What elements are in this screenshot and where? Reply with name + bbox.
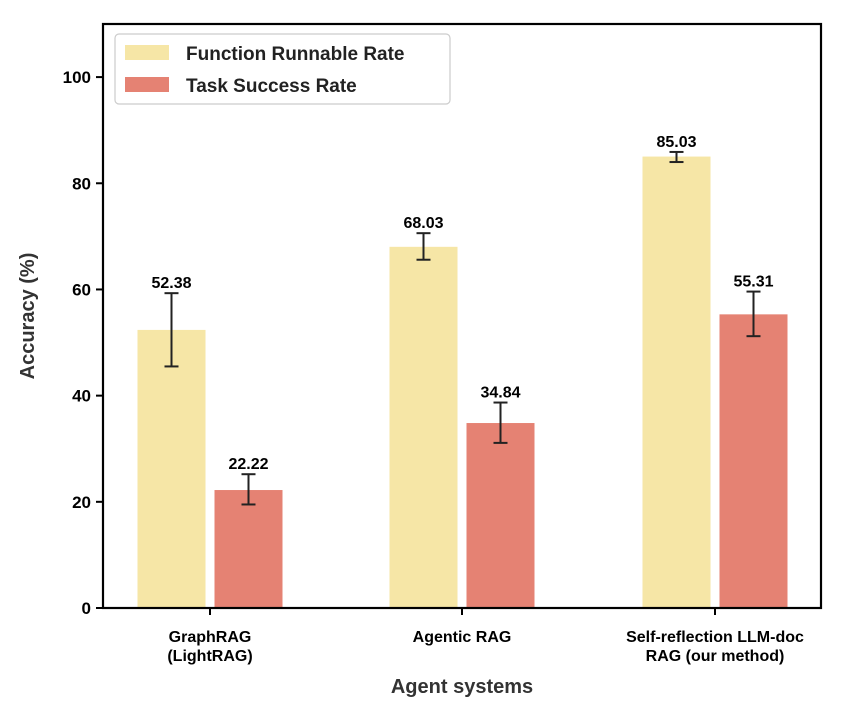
bar-function-runnable-rate-1	[137, 329, 206, 608]
data-label-task-success-rate-1: 22.22	[228, 456, 268, 473]
bars-layer	[137, 156, 788, 608]
bar-function-runnable-rate-3	[642, 156, 711, 608]
data-labels-layer: 52.38 68.03 85.03 22.22 34.84 55.31	[151, 134, 773, 473]
legend-box	[114, 33, 451, 105]
bar-task-success-rate-3	[719, 314, 788, 608]
legend-swatch-function-runnable-rate	[125, 45, 169, 60]
y-tick-label-40: 40	[72, 387, 91, 406]
y-tick-label-100: 100	[63, 68, 91, 87]
data-label-function-runnable-rate-2: 68.03	[403, 215, 443, 232]
x-tick-label-1-line-1: GraphRAG	[169, 629, 252, 646]
x-axis-ticks: GraphRAG (LightRAG) Agentic RAG Self-reflec…	[167, 608, 804, 665]
y-tick-label-20: 20	[72, 493, 91, 512]
data-label-task-success-rate-2: 34.84	[480, 385, 520, 402]
data-label-task-success-rate-3: 55.31	[733, 274, 773, 291]
x-tick-label-3-line-2: RAG (our method)	[646, 648, 785, 665]
x-tick-label-1-line-2: (LightRAG)	[167, 648, 252, 665]
bar-function-runnable-rate-2	[389, 246, 458, 608]
legend-swatch-task-success-rate	[125, 77, 169, 92]
data-label-function-runnable-rate-3: 85.03	[656, 134, 696, 151]
x-tick-label-3-line-1: Self-reflection LLM-doc	[626, 629, 804, 646]
y-tick-label-80: 80	[72, 174, 91, 193]
legend-label-task-success-rate: Task Success Rate	[186, 76, 357, 97]
y-tick-label-60: 60	[72, 280, 91, 299]
y-axis-ticks: 0 20 40 60 80 100	[63, 68, 103, 618]
bar-task-success-rate-1	[214, 490, 283, 608]
y-tick-label-0: 0	[82, 599, 91, 618]
legend: Function Runnable Rate Task Success Rate	[114, 33, 451, 105]
bar-task-success-rate-2	[466, 423, 535, 608]
x-tick-label-2-line-1: Agentic RAG	[413, 629, 512, 646]
legend-label-function-runnable-rate: Function Runnable Rate	[186, 44, 405, 65]
error-bars-layer	[164, 150, 761, 506]
x-axis-title: Agent systems	[391, 676, 533, 698]
y-axis-title: Accuracy (%)	[17, 253, 39, 380]
data-label-function-runnable-rate-1: 52.38	[151, 275, 191, 292]
